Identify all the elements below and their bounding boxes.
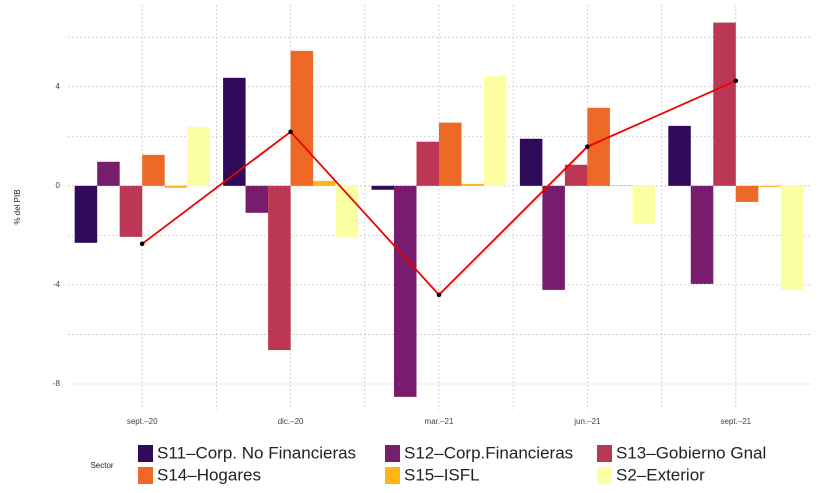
bar [565, 165, 588, 186]
bar [75, 186, 98, 243]
y-tick-label: 4 [56, 82, 61, 91]
bar [142, 155, 165, 186]
legend-label: S15–ISFL [404, 465, 480, 484]
total-point [437, 293, 442, 298]
bar [313, 181, 336, 186]
bar [542, 186, 565, 290]
y-tick-label: -4 [53, 280, 61, 289]
bar [97, 162, 120, 186]
bar [781, 186, 804, 290]
legend-label: S14–Hogares [157, 465, 261, 484]
bar [462, 184, 485, 186]
legend-label: S12–Corp.Financieras [404, 443, 573, 462]
x-tick-label: jun.–21 [573, 417, 601, 426]
legend-label: S2–Exterior [616, 465, 705, 484]
bar [587, 108, 610, 186]
bar [668, 126, 691, 186]
total-point [585, 144, 590, 149]
legend-swatch [138, 445, 153, 462]
legend-swatch [597, 467, 612, 484]
bar [691, 186, 714, 284]
bar [632, 186, 655, 224]
bar [394, 186, 417, 397]
x-tick-label: sept.–21 [720, 417, 751, 426]
legend-title: Sector [90, 461, 113, 470]
x-tick-label: mar.–21 [425, 417, 454, 426]
bar [120, 186, 143, 237]
y-tick-label: 0 [56, 181, 61, 190]
total-point [140, 241, 145, 246]
bar [416, 142, 439, 186]
bar [484, 76, 507, 186]
x-tick-label: dic.–20 [278, 417, 304, 426]
bar [520, 139, 543, 186]
bar [736, 186, 759, 202]
legend-swatch [385, 467, 400, 484]
bar [187, 127, 210, 186]
bar [371, 186, 394, 190]
x-tick-label: sept.–20 [127, 417, 158, 426]
bar [165, 186, 188, 188]
bar [268, 186, 291, 350]
total-point [734, 78, 739, 83]
bar [439, 123, 462, 186]
legend-swatch [138, 467, 153, 484]
bar [758, 186, 781, 187]
legend-swatch [597, 445, 612, 462]
legend-label: S11–Corp. No Financieras [157, 443, 356, 462]
bar [223, 78, 246, 186]
y-axis-label: % del PIB [13, 189, 22, 224]
bar [713, 23, 736, 186]
legend-label: S13–Gobierno Gnal [616, 443, 766, 462]
legend-swatch [385, 445, 400, 462]
total-point [288, 130, 293, 135]
bar [246, 186, 269, 213]
y-tick-label: -8 [53, 379, 61, 388]
bar [291, 51, 314, 186]
